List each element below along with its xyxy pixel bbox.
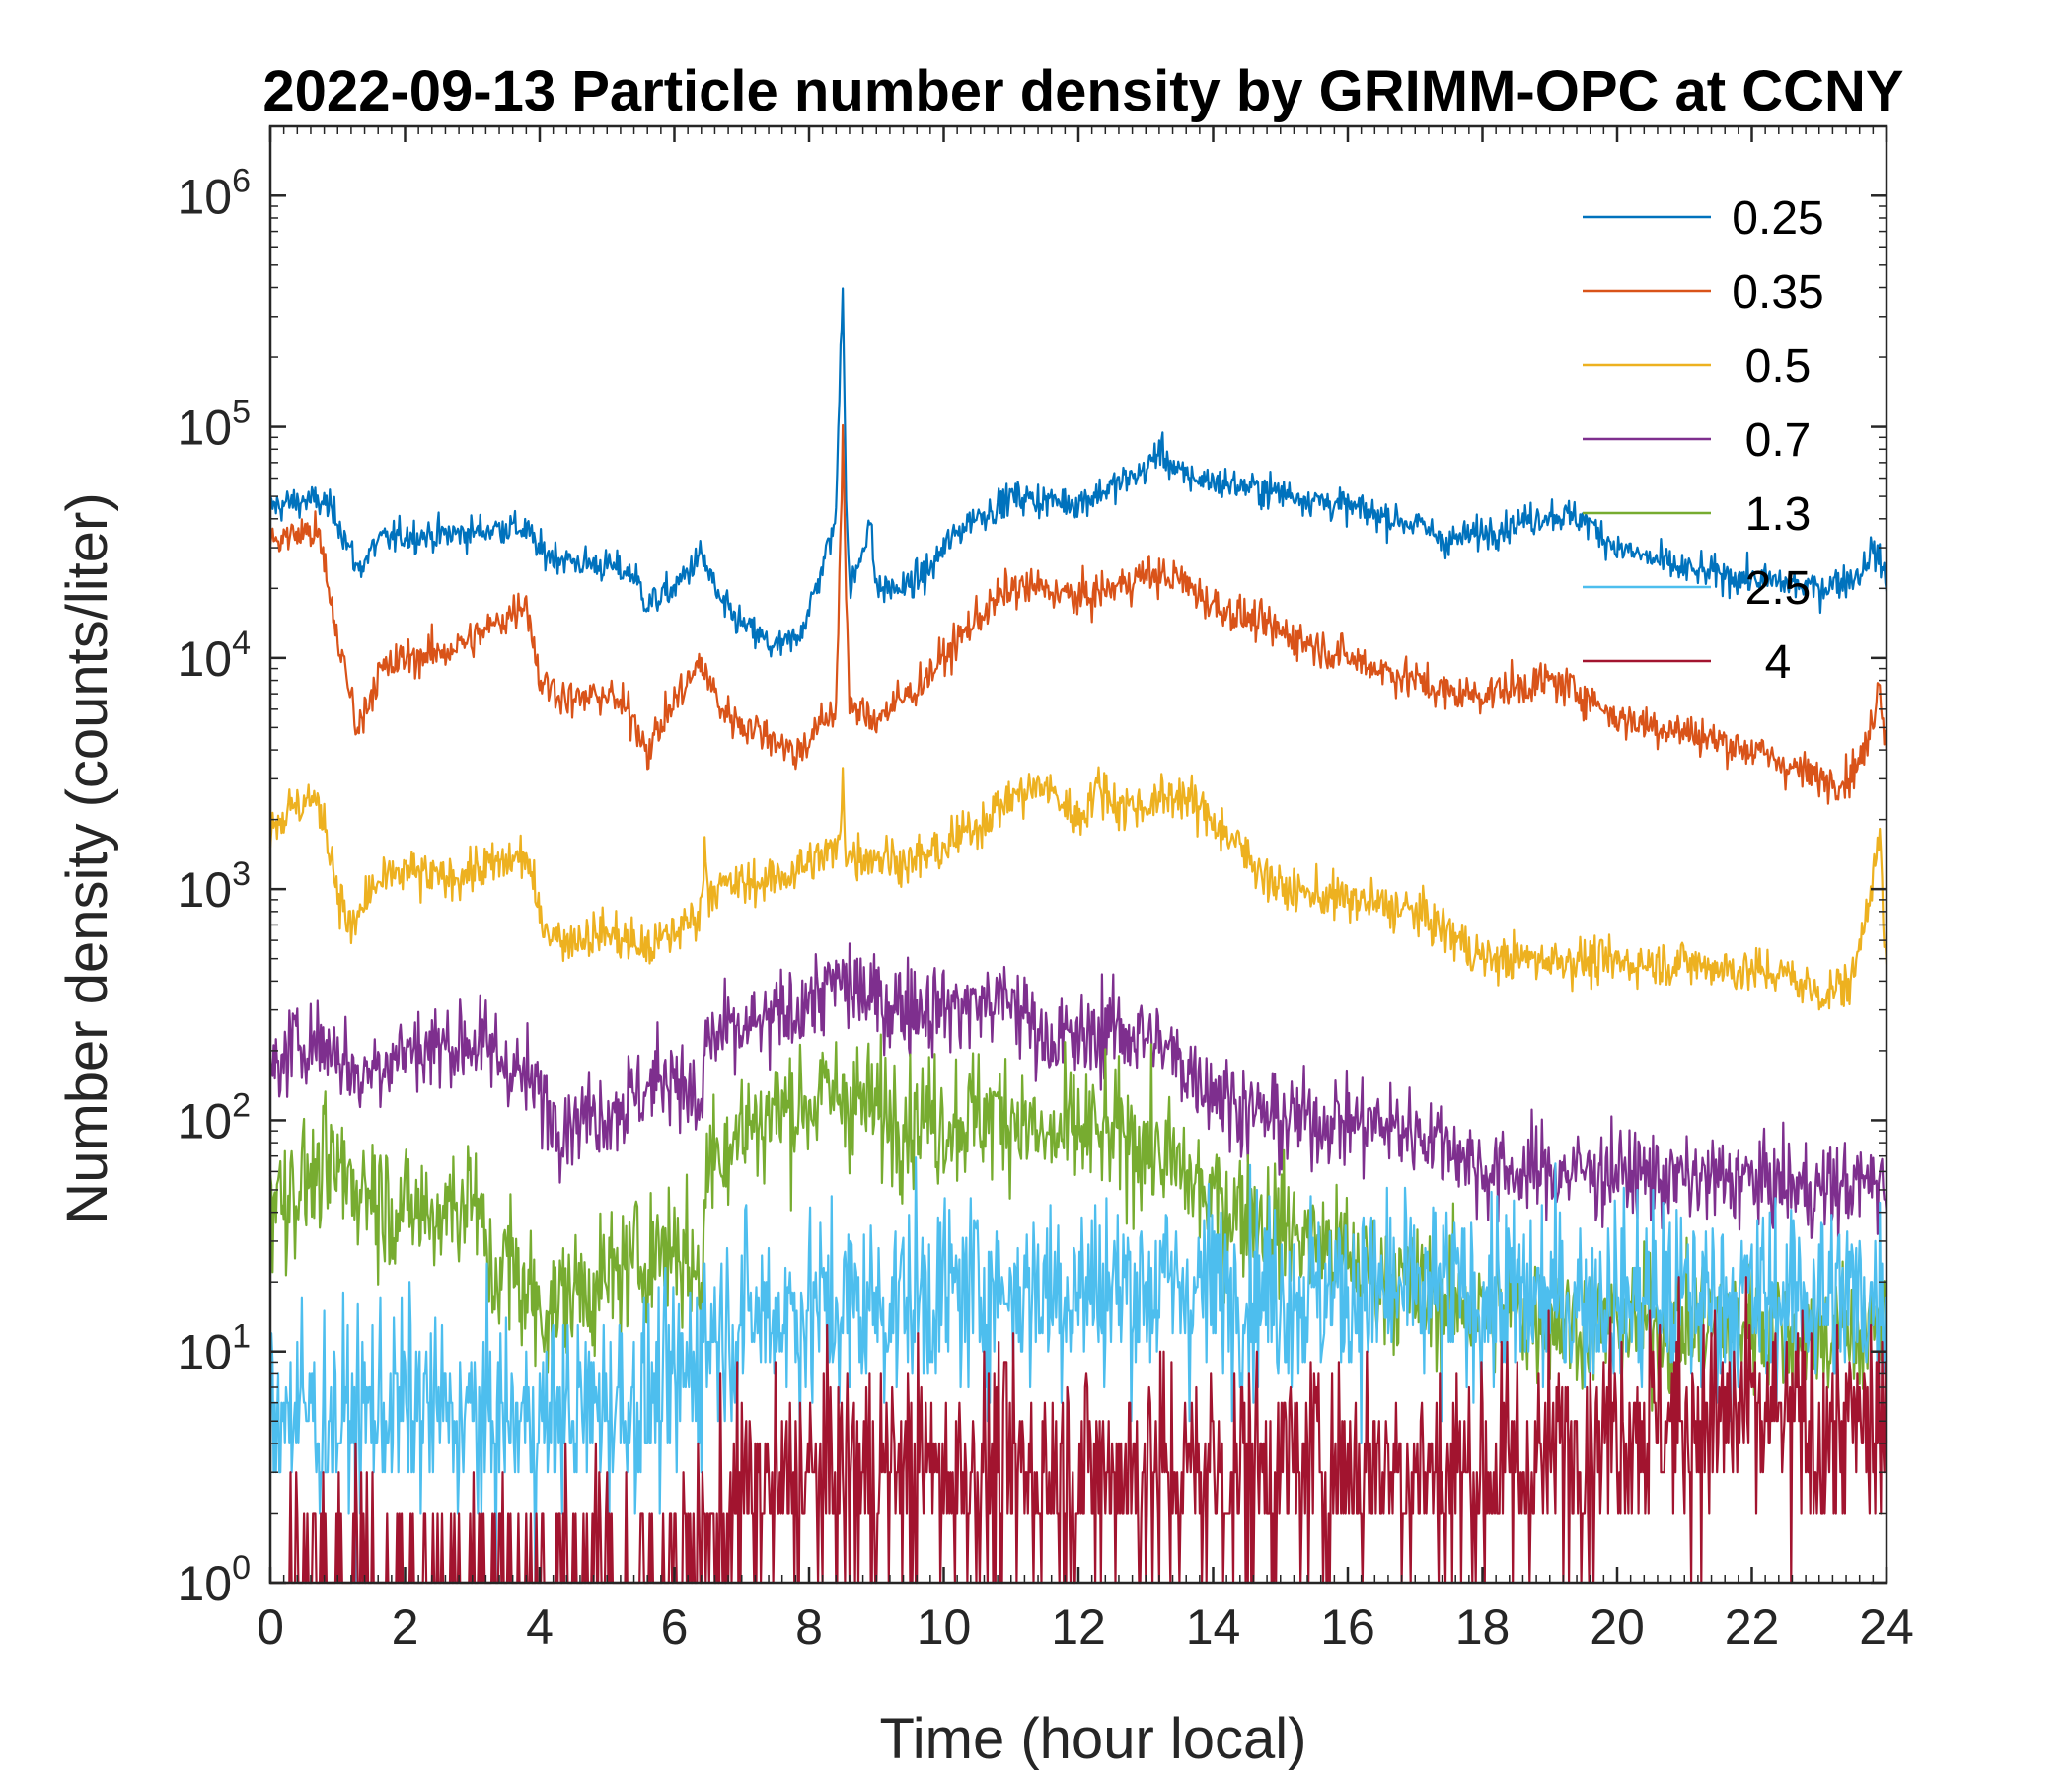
- plot-series: [268, 287, 1888, 1585]
- series-line-1-3: [268, 1033, 1888, 1412]
- x-axis-label: Time (hour local): [880, 1707, 1307, 1771]
- legend-label: 0.5: [1745, 340, 1812, 393]
- series-line-0-5: [268, 766, 1888, 1011]
- chart-title: 2022-09-13 Particle number density by GR…: [262, 59, 1903, 123]
- x-tick-label: 18: [1455, 1599, 1511, 1655]
- legend-label: 1.3: [1745, 488, 1812, 541]
- series-line-0-7: [268, 942, 1888, 1246]
- y-tick-label: 102: [177, 1086, 251, 1148]
- x-tick-label: 22: [1725, 1599, 1780, 1655]
- x-tick-label: 12: [1051, 1599, 1106, 1655]
- legend-label: 0.35: [1732, 266, 1823, 319]
- x-tick-label: 14: [1186, 1599, 1241, 1655]
- y-tick-label: 104: [177, 625, 251, 687]
- series-line-0-35: [268, 423, 1888, 805]
- legend-label: 0.25: [1732, 192, 1823, 245]
- y-tick-label: 106: [177, 162, 251, 224]
- plot-box: [268, 124, 1888, 1585]
- legend-label: 4: [1765, 636, 1792, 689]
- y-tick-label: 105: [177, 394, 251, 456]
- legend: 0.25 0.35 0.5 0.7 1.3 2.5 4: [1583, 192, 1824, 689]
- y-axis-ticks: 100 101 102 103 104 105 106: [177, 162, 1887, 1611]
- legend-label: 2.5: [1745, 562, 1812, 615]
- x-axis-ticks: 0 2 4 6 8 10 12 14 16 18 20 22 24: [257, 126, 1914, 1655]
- y-tick-label: 100: [177, 1549, 251, 1611]
- series-line-2-5: [268, 1156, 1888, 1585]
- x-tick-label: 2: [392, 1599, 419, 1655]
- y-axis-label: Number density (counts/liter): [55, 492, 119, 1223]
- y-tick-label: 103: [177, 855, 251, 918]
- x-tick-label: 24: [1859, 1599, 1914, 1655]
- x-tick-label: 8: [795, 1599, 823, 1655]
- x-tick-label: 0: [257, 1599, 284, 1655]
- series-line-0-25: [268, 287, 1888, 658]
- axes-frame: [268, 124, 1888, 1585]
- x-tick-label: 4: [526, 1599, 554, 1655]
- y-tick-label: 101: [177, 1318, 251, 1380]
- x-tick-label: 10: [917, 1599, 972, 1655]
- x-tick-label: 16: [1320, 1599, 1375, 1655]
- legend-label: 0.7: [1745, 414, 1812, 467]
- x-tick-label: 20: [1590, 1599, 1645, 1655]
- x-tick-label: 6: [661, 1599, 689, 1655]
